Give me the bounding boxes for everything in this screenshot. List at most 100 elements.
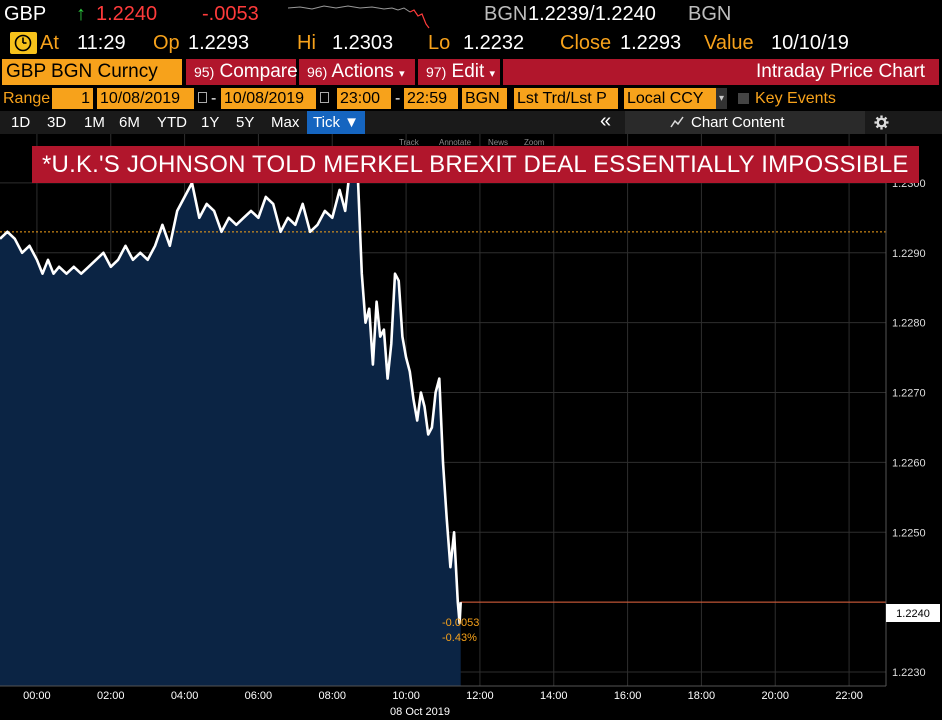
time-separator: - xyxy=(395,90,401,107)
ticker-bar: GBP ↑ 1.2240 -.0053 BGN 1.2239/1.2240 BG… xyxy=(0,0,942,30)
intraday-price-chart[interactable]: 1.22301.22501.22601.22701.22801.22901.23… xyxy=(0,134,942,720)
x-tick-label: 08:00 xyxy=(318,690,346,702)
gear-icon[interactable] xyxy=(874,115,889,130)
period-max[interactable]: Max xyxy=(271,114,300,131)
quote-time: 11:29 xyxy=(77,32,126,54)
chevron-down-icon[interactable]: ▾ xyxy=(716,88,727,109)
period-1m[interactable]: 1M xyxy=(84,114,105,131)
period-3d[interactable]: 3D xyxy=(47,114,67,131)
chart-content-button[interactable]: Chart Content xyxy=(625,111,865,134)
source-input[interactable]: BGN xyxy=(462,88,507,109)
news-headline[interactable]: *U.K.'S JOHNSON TOLD MERKEL BREXIT DEAL … xyxy=(32,146,919,183)
edit-button[interactable]: 97) Edit ▾ xyxy=(418,59,500,85)
x-tick-label: 02:00 xyxy=(97,690,125,702)
x-tick-label: 00:00 xyxy=(23,690,51,702)
x-axis-ticks: 00:00 02:00 04:00 06:00 08:00 10:00 12:00 14:00… xyxy=(23,690,863,702)
end-date-input[interactable]: 10/08/2019 xyxy=(221,88,316,109)
actions-label: Actions xyxy=(331,61,394,82)
compare-label: Compare xyxy=(219,61,298,82)
ticker-symbol: GBP xyxy=(4,3,47,25)
period-selector: 1D 3D 1M 6M YTD 1Y 5Y Max Tick ▼ « Chart… xyxy=(0,111,942,134)
x-tick-label: 10:00 xyxy=(392,690,420,702)
key-events-checkbox[interactable] xyxy=(738,93,749,104)
chart-toolbar-hints: Track Annotate News Zoom xyxy=(399,138,545,147)
market-select[interactable]: Lst Trd/Lst P xyxy=(514,88,618,109)
calendar-icon[interactable] xyxy=(198,92,207,103)
value-label: Value xyxy=(704,32,754,54)
compare-button[interactable]: 95) Compare xyxy=(186,59,298,85)
change-pct-label: -0.43% xyxy=(442,632,477,644)
x-tick-label: 12:00 xyxy=(466,690,494,702)
calendar-icon[interactable] xyxy=(320,92,329,103)
sparkline xyxy=(288,5,430,29)
period-1d[interactable]: 1D xyxy=(11,114,31,131)
last-price: 1.2240 xyxy=(96,3,158,25)
x-tick-label: 18:00 xyxy=(688,690,716,702)
chart-content-label: Chart Content xyxy=(691,114,785,131)
actions-number: 96) xyxy=(307,64,328,80)
x-tick-label: 22:00 xyxy=(835,690,863,702)
edit-number: 97) xyxy=(426,64,447,80)
actions-button[interactable]: 96) Actions ▾ xyxy=(299,59,415,85)
zoom-hint[interactable]: Zoom xyxy=(524,138,545,147)
y-tick-label: 1.2280 xyxy=(892,318,926,330)
value-date: 10/10/19 xyxy=(771,32,849,54)
price-line xyxy=(0,160,462,625)
chart-line-icon xyxy=(670,116,684,128)
annotate-hint[interactable]: Annotate xyxy=(439,138,472,147)
high-label: Hi xyxy=(297,32,316,54)
open-label: Op xyxy=(153,32,180,54)
bid-ask: 1.2239/1.2240 xyxy=(528,3,656,25)
track-hint[interactable]: Track xyxy=(399,138,420,147)
collapse-icon[interactable]: « xyxy=(600,110,612,132)
period-ytd[interactable]: YTD xyxy=(157,114,187,131)
x-tick-label: 16:00 xyxy=(614,690,642,702)
y-tick-label: 1.2270 xyxy=(892,388,926,400)
y-tick-label: 1.2290 xyxy=(892,248,926,260)
news-hint[interactable]: News xyxy=(488,138,508,147)
change-abs-label: -0.0053 xyxy=(442,617,479,629)
close-label: Close xyxy=(560,32,612,54)
currency-select[interactable]: Local CCY xyxy=(624,88,716,109)
high-value: 1.2303 xyxy=(332,32,394,54)
chevron-down-icon: ▾ xyxy=(399,68,405,80)
close-value: 1.2293 xyxy=(620,32,682,54)
x-tick-label: 06:00 xyxy=(245,690,273,702)
x-axis-date-label: 08 Oct 2019 xyxy=(390,706,450,718)
up-arrow-icon: ↑ xyxy=(76,3,86,25)
end-time-input[interactable]: 22:59 xyxy=(404,88,458,109)
key-events-label: Key Events xyxy=(755,90,836,107)
bid-ask-source-2: BGN xyxy=(688,3,732,25)
period-1y[interactable]: 1Y xyxy=(201,114,220,131)
at-label: At xyxy=(40,32,59,54)
start-date-input[interactable]: 10/08/2019 xyxy=(97,88,194,109)
compare-number: 95) xyxy=(194,64,215,80)
period-6m[interactable]: 6M xyxy=(119,114,140,131)
x-tick-label: 04:00 xyxy=(171,690,199,702)
tick-dropdown[interactable]: Tick ▼ xyxy=(307,111,365,134)
clock-icon xyxy=(10,32,37,54)
last-price-tag xyxy=(886,604,940,622)
x-tick-label: 14:00 xyxy=(540,690,568,702)
y-tick-label: 1.2260 xyxy=(892,457,926,469)
y-tick-label: 1.2230 xyxy=(892,667,926,679)
start-time-input[interactable]: 23:00 xyxy=(337,88,391,109)
x-tick-label: 20:00 xyxy=(761,690,789,702)
range-controls: Range 1 10/08/2019 - 10/08/2019 23:00 - … xyxy=(0,88,942,109)
menu-bar: GBP BGN Curncy 95) Compare 96) Actions ▾… xyxy=(0,59,942,85)
range-count[interactable]: 1 xyxy=(52,88,93,109)
period-5y[interactable]: 5Y xyxy=(236,114,255,131)
net-change: -.0053 xyxy=(202,3,259,25)
edit-label: Edit xyxy=(451,61,485,82)
bid-ask-source: BGN xyxy=(484,3,528,25)
y-axis-ticks: 1.22301.22501.22601.22701.22801.22901.23… xyxy=(892,178,926,679)
security-field[interactable]: GBP BGN Curncy xyxy=(2,59,182,85)
date-separator: - xyxy=(211,90,217,107)
range-label: Range xyxy=(3,90,51,107)
low-label: Lo xyxy=(428,32,451,54)
y-tick-label: 1.2250 xyxy=(892,527,926,539)
low-value: 1.2232 xyxy=(463,32,525,54)
open-value: 1.2293 xyxy=(188,32,250,54)
price-area-fill xyxy=(0,161,461,686)
chevron-down-icon: ▾ xyxy=(489,68,496,80)
